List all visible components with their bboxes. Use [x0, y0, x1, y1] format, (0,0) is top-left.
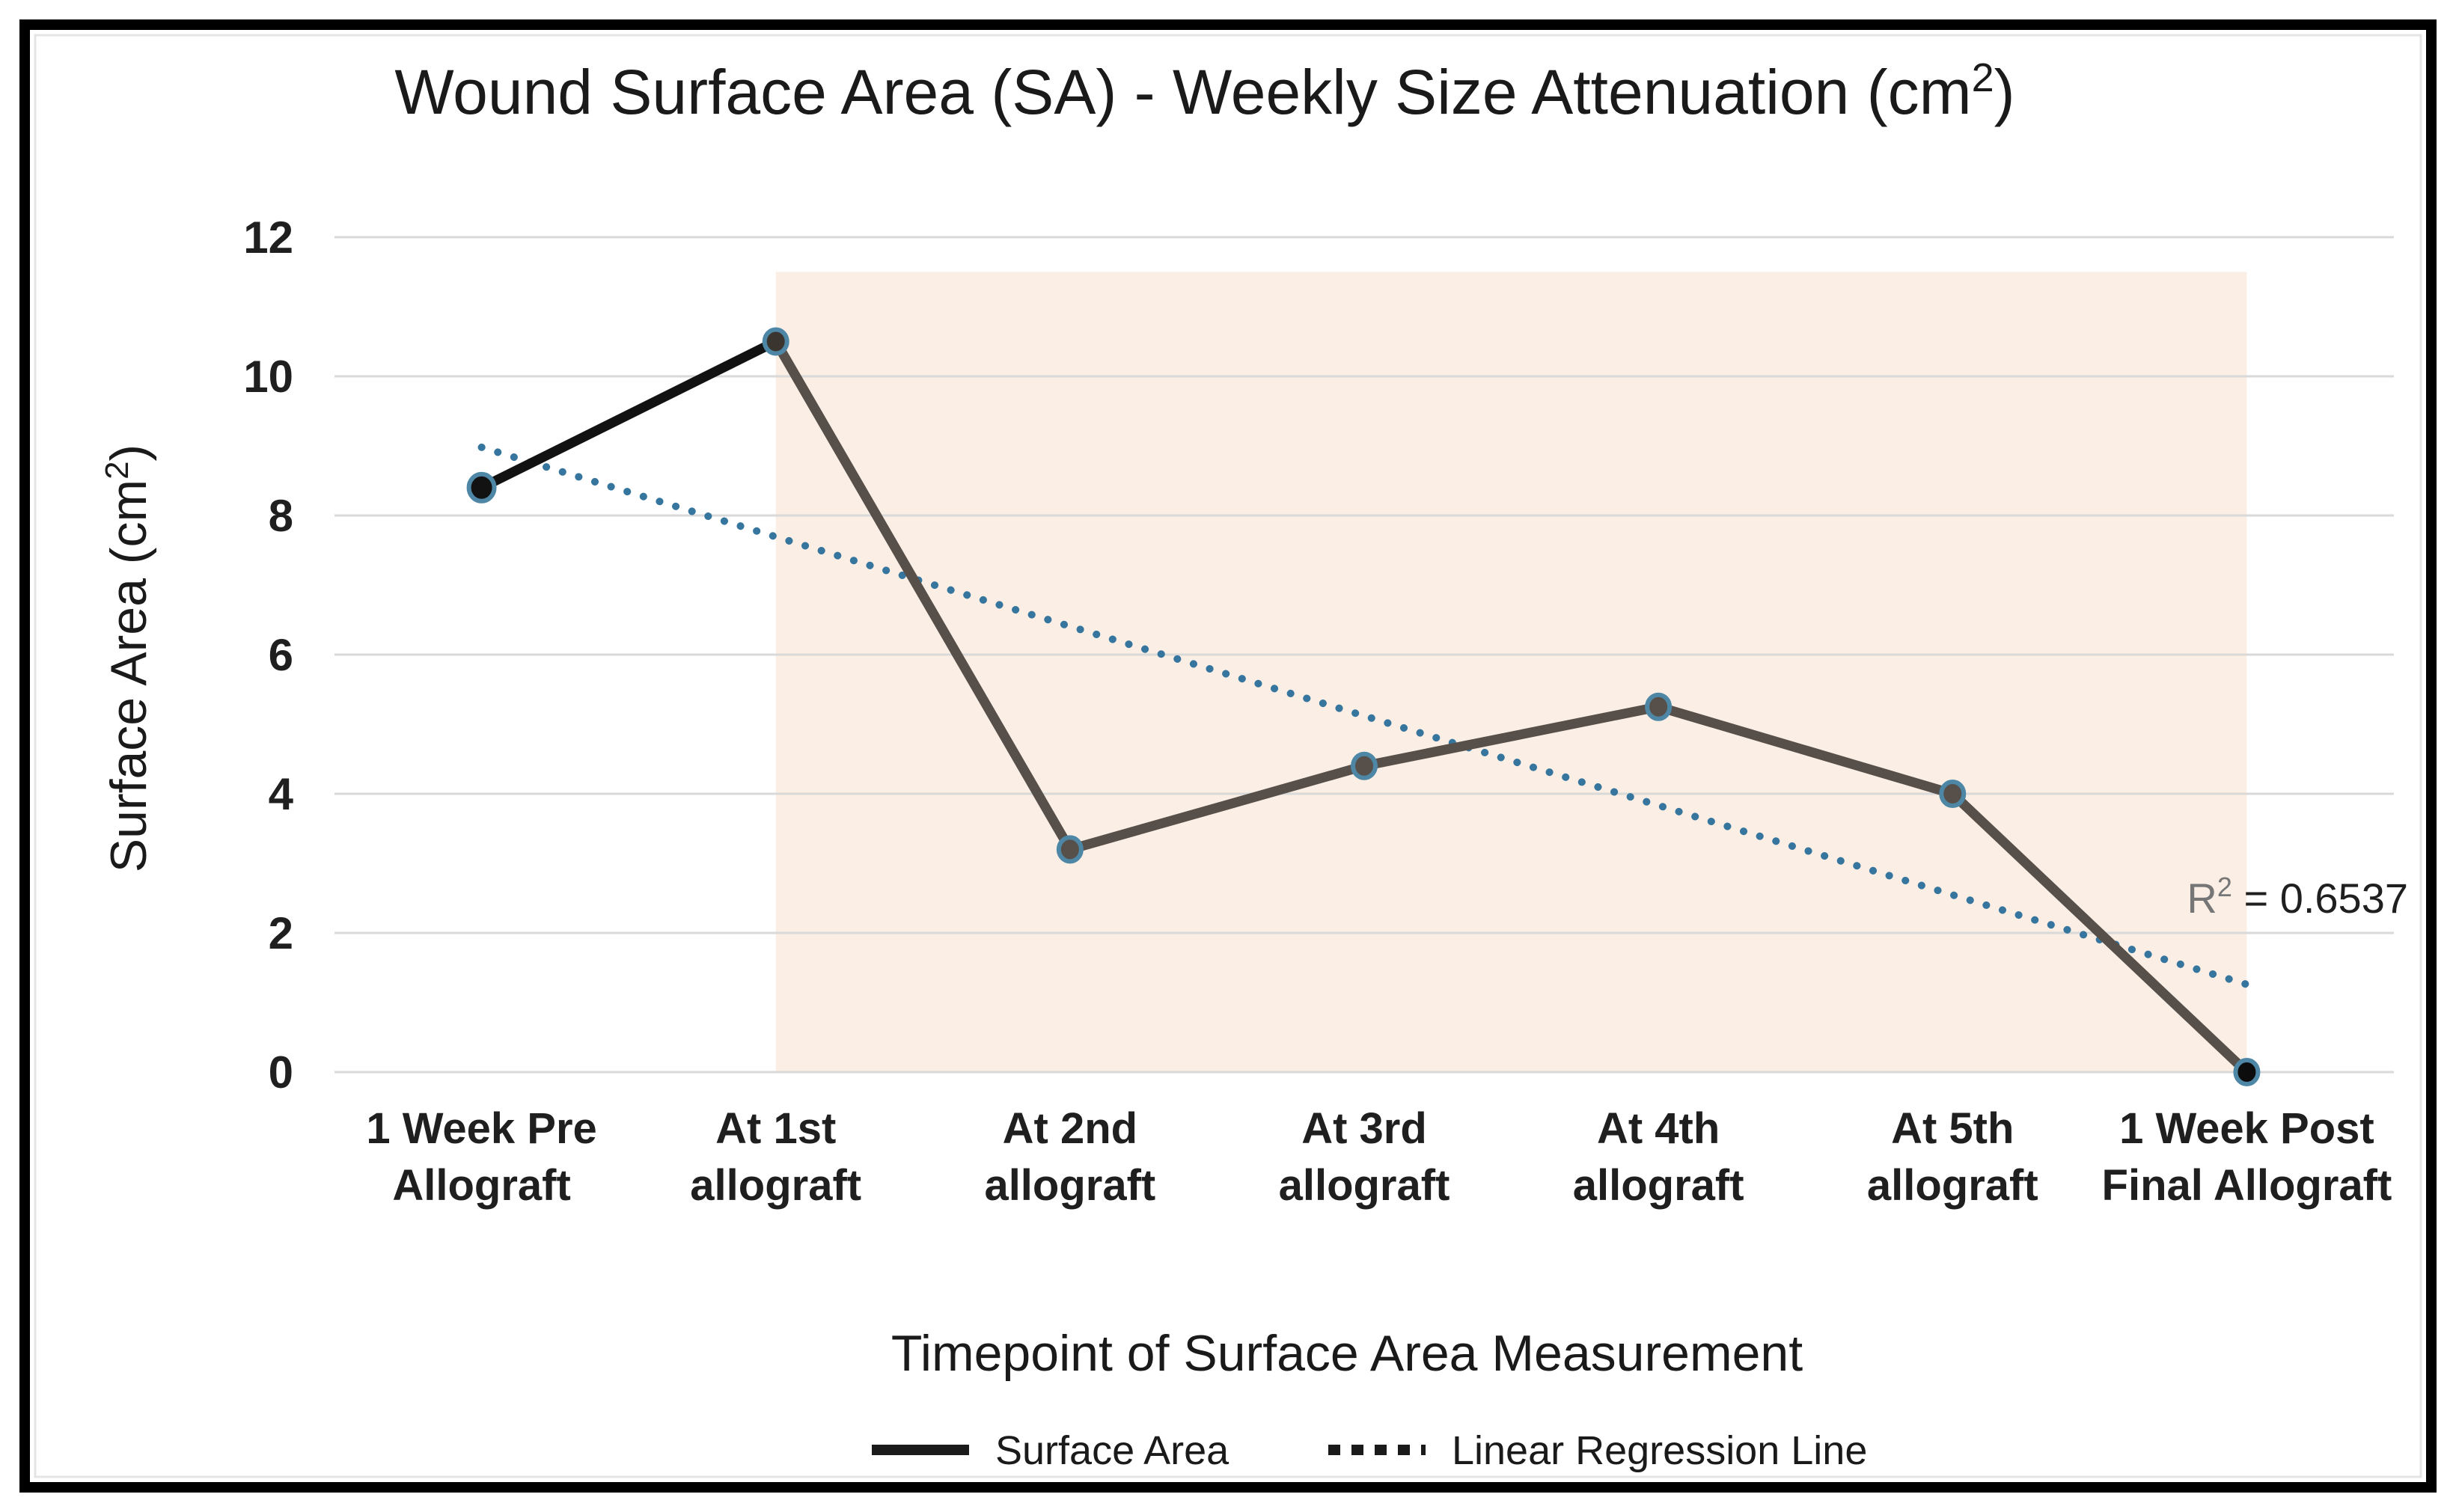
regression-layer: [477, 443, 2251, 988]
category-label: At 5th allograft: [1867, 1104, 2038, 1210]
series-line-segment: [1359, 702, 1664, 771]
series-layer: [477, 337, 2252, 1077]
chart-title-superscript: 2: [1972, 55, 1994, 100]
y-tick-label: 10: [243, 352, 293, 402]
category-label-line: allograft: [984, 1161, 1155, 1210]
category-label-line: allograft: [1573, 1161, 1744, 1210]
category-label: 1 Week Post Final Allograft: [2102, 1104, 2392, 1210]
chart-title-close: ): [1994, 57, 2015, 127]
data-point-marker: [1939, 780, 1967, 808]
y-axis-title: Surface Area (cm2): [99, 444, 157, 872]
y-tick-label: 12: [243, 212, 293, 263]
category-label: At 4th allograft: [1573, 1104, 1744, 1210]
data-point-marker: [2233, 1058, 2261, 1086]
y-axis-title-superscript: 2: [99, 461, 135, 479]
data-point-marker: [1351, 751, 1378, 780]
series-line-segment: [771, 337, 1075, 854]
category-label: 1 Week Pre Allograft: [366, 1104, 596, 1210]
y-tick-label: 2: [269, 908, 293, 958]
chart-title-main: Wound Surface Area (SA) - Weekly Size At…: [394, 57, 1971, 127]
y-tick-label: 4: [269, 769, 294, 819]
legend-surface-area-label: Surface Area: [995, 1428, 1229, 1473]
r-squared-superscript: 2: [2217, 872, 2232, 902]
category-label: At 3rd allograft: [1279, 1104, 1450, 1210]
r-squared-r: R: [2187, 875, 2217, 922]
highlight-region: [775, 272, 2247, 1072]
category-label-line: allograft: [1867, 1161, 2038, 1210]
y-axis-title-main: Surface Area (cm: [100, 480, 157, 872]
category-label-line: 1 Week Pre: [366, 1104, 596, 1153]
category-label-line: 1 Week Post: [2119, 1104, 2374, 1153]
series-line-segment: [1947, 789, 2252, 1077]
category-label-line: Allograft: [392, 1161, 570, 1210]
regression-line: [477, 443, 2251, 988]
y-tick-label: 6: [269, 630, 293, 680]
category-label-line: At 3rd: [1301, 1104, 1427, 1153]
category-label-line: At 1st: [715, 1104, 836, 1153]
data-point-marker: [1056, 835, 1084, 864]
series-line-segment: [477, 337, 781, 493]
data-point-marker: [466, 471, 497, 504]
series-line-segment: [1653, 702, 1958, 799]
chart-title: Wound Surface Area (SA) - Weekly Size At…: [394, 55, 2014, 127]
category-label: At 2nd allograft: [984, 1104, 1155, 1210]
category-label-line: allograft: [1279, 1161, 1450, 1210]
category-label-line: allograft: [690, 1161, 861, 1210]
legend-regression-label: Linear Regression Line: [1452, 1428, 1867, 1473]
data-point-marker: [1645, 692, 1673, 721]
marker-layer: [466, 327, 2261, 1086]
legend: Surface Area Linear Regression Line: [872, 1428, 1867, 1473]
chart-inner-border: [34, 34, 2422, 1478]
series-line-segment: [1065, 761, 1369, 854]
category-label: At 1st allograft: [690, 1104, 861, 1210]
chart-outer-border: [19, 19, 2437, 1493]
r-squared-value: = 0.6537: [2232, 875, 2408, 922]
y-tick-label: 0: [269, 1047, 293, 1098]
highlight-layer: [775, 272, 2247, 1072]
data-point-marker: [762, 327, 789, 356]
category-label-line: At 4th: [1597, 1104, 1720, 1153]
category-label-line: At 2nd: [1003, 1104, 1137, 1153]
y-tick-label: 8: [269, 491, 293, 541]
category-label-line: Final Allograft: [2102, 1161, 2392, 1210]
y-tick-layer: 0 2 4 6 8 10 12: [243, 212, 293, 1098]
r-squared-annotation: R2 = 0.6537: [2187, 872, 2408, 922]
gridline-layer: [335, 236, 2394, 1074]
y-axis-title-close: ): [100, 444, 157, 462]
category-label-line: At 5th: [1891, 1104, 2014, 1153]
x-axis-title: Timepoint of Surface Area Measurement: [891, 1325, 1803, 1382]
